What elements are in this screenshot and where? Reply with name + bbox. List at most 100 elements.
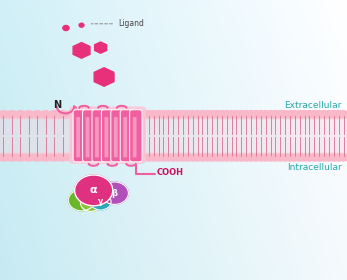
Circle shape [67, 155, 75, 161]
Text: COOH: COOH [156, 168, 184, 177]
Circle shape [169, 155, 177, 161]
Circle shape [145, 111, 153, 117]
Circle shape [315, 111, 323, 117]
Text: α: α [90, 185, 98, 195]
Circle shape [228, 155, 235, 161]
Circle shape [68, 190, 95, 211]
Circle shape [150, 155, 158, 161]
Circle shape [25, 111, 33, 117]
Circle shape [67, 111, 75, 117]
Circle shape [8, 111, 16, 117]
FancyBboxPatch shape [83, 110, 95, 162]
Circle shape [252, 155, 260, 161]
Circle shape [160, 155, 167, 161]
Circle shape [101, 182, 128, 204]
FancyBboxPatch shape [69, 106, 146, 164]
Circle shape [218, 155, 226, 161]
FancyBboxPatch shape [104, 117, 108, 157]
FancyBboxPatch shape [86, 117, 90, 157]
Circle shape [179, 155, 187, 161]
Circle shape [247, 111, 255, 117]
Circle shape [90, 193, 111, 210]
Circle shape [42, 155, 50, 161]
Circle shape [320, 111, 328, 117]
Circle shape [340, 111, 347, 117]
Circle shape [150, 111, 158, 117]
Text: N: N [53, 100, 61, 110]
Circle shape [198, 111, 206, 117]
Circle shape [42, 111, 50, 117]
Circle shape [50, 155, 58, 161]
Circle shape [301, 155, 308, 161]
Circle shape [311, 111, 318, 117]
Circle shape [306, 155, 313, 161]
Circle shape [237, 155, 245, 161]
Circle shape [243, 155, 250, 161]
Circle shape [8, 155, 16, 161]
Circle shape [50, 111, 58, 117]
FancyBboxPatch shape [101, 110, 114, 162]
Bar [0, 153, 347, 160]
Circle shape [291, 155, 299, 161]
FancyBboxPatch shape [114, 117, 118, 157]
Circle shape [296, 111, 304, 117]
Circle shape [155, 155, 162, 161]
Circle shape [208, 155, 216, 161]
Circle shape [281, 155, 289, 161]
Circle shape [140, 155, 148, 161]
FancyBboxPatch shape [130, 110, 142, 162]
Circle shape [194, 111, 201, 117]
Polygon shape [94, 68, 114, 86]
Circle shape [59, 155, 67, 161]
Circle shape [17, 155, 24, 161]
Circle shape [262, 155, 270, 161]
Circle shape [301, 111, 308, 117]
Circle shape [340, 155, 347, 161]
Circle shape [81, 195, 101, 211]
Circle shape [335, 155, 342, 161]
Circle shape [79, 23, 84, 27]
Circle shape [169, 111, 177, 117]
Circle shape [179, 111, 187, 117]
Circle shape [0, 111, 7, 117]
Circle shape [203, 155, 211, 161]
FancyBboxPatch shape [73, 110, 85, 162]
Circle shape [267, 111, 274, 117]
Circle shape [160, 111, 167, 117]
Circle shape [330, 155, 338, 161]
Circle shape [33, 155, 41, 161]
Circle shape [75, 175, 113, 206]
Circle shape [189, 155, 196, 161]
Circle shape [63, 25, 69, 31]
FancyBboxPatch shape [95, 117, 99, 157]
Circle shape [228, 111, 235, 117]
Circle shape [223, 111, 230, 117]
Circle shape [194, 155, 201, 161]
Circle shape [155, 111, 162, 117]
Circle shape [25, 155, 33, 161]
Circle shape [281, 111, 289, 117]
Bar [73, 153, 142, 160]
Circle shape [257, 155, 265, 161]
Circle shape [252, 111, 260, 117]
Circle shape [315, 155, 323, 161]
Circle shape [223, 155, 230, 161]
Circle shape [198, 155, 206, 161]
Circle shape [262, 111, 270, 117]
Polygon shape [73, 43, 90, 58]
Circle shape [311, 155, 318, 161]
Circle shape [203, 111, 211, 117]
Circle shape [189, 111, 196, 117]
Circle shape [184, 111, 192, 117]
Circle shape [257, 111, 265, 117]
Circle shape [291, 111, 299, 117]
FancyBboxPatch shape [124, 117, 127, 157]
Circle shape [59, 111, 67, 117]
FancyBboxPatch shape [120, 110, 133, 162]
Circle shape [325, 155, 333, 161]
Circle shape [184, 155, 192, 161]
Circle shape [0, 155, 7, 161]
Circle shape [247, 155, 255, 161]
Circle shape [243, 111, 250, 117]
Text: β: β [111, 189, 118, 198]
